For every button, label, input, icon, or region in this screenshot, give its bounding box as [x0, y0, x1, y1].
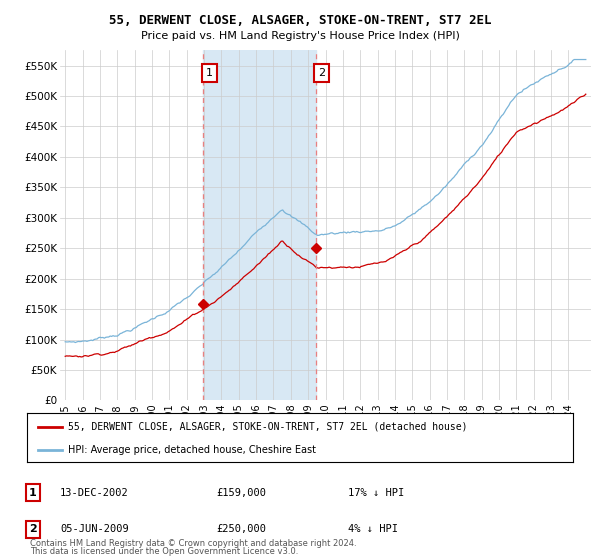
Bar: [203, 50, 316, 400]
Text: £159,000: £159,000: [216, 488, 266, 498]
Text: 4% ↓ HPI: 4% ↓ HPI: [348, 524, 398, 534]
Text: 55, DERWENT CLOSE, ALSAGER, STOKE-ON-TRENT, ST7 2EL: 55, DERWENT CLOSE, ALSAGER, STOKE-ON-TRE…: [109, 14, 491, 27]
Text: 17% ↓ HPI: 17% ↓ HPI: [348, 488, 404, 498]
Text: This data is licensed under the Open Government Licence v3.0.: This data is licensed under the Open Gov…: [30, 547, 298, 556]
Text: 05-JUN-2009: 05-JUN-2009: [60, 524, 129, 534]
Text: 55, DERWENT CLOSE, ALSAGER, STOKE-ON-TRENT, ST7 2EL (detached house): 55, DERWENT CLOSE, ALSAGER, STOKE-ON-TRE…: [68, 422, 467, 432]
Text: Price paid vs. HM Land Registry's House Price Index (HPI): Price paid vs. HM Land Registry's House …: [140, 31, 460, 41]
Text: Contains HM Land Registry data © Crown copyright and database right 2024.: Contains HM Land Registry data © Crown c…: [30, 539, 356, 548]
Text: HPI: Average price, detached house, Cheshire East: HPI: Average price, detached house, Ches…: [68, 445, 316, 455]
Text: £250,000: £250,000: [216, 524, 266, 534]
Text: 2: 2: [318, 68, 325, 78]
Text: 1: 1: [206, 68, 213, 78]
Text: 13-DEC-2002: 13-DEC-2002: [60, 488, 129, 498]
Text: 2: 2: [29, 524, 37, 534]
Text: 1: 1: [29, 488, 37, 498]
